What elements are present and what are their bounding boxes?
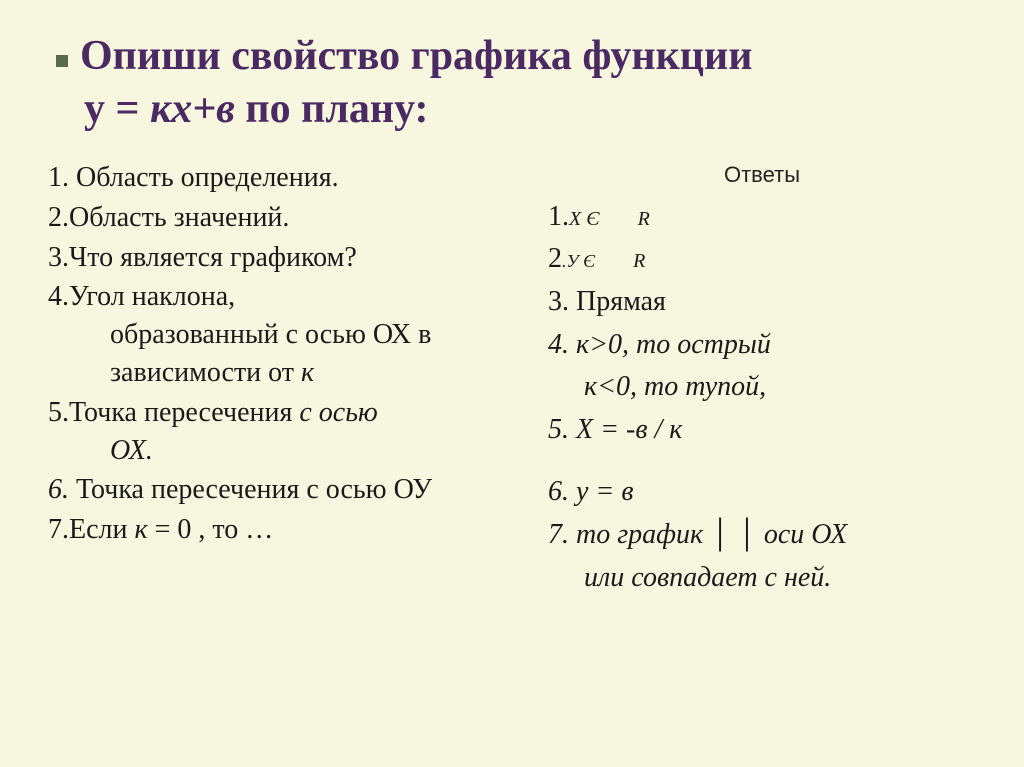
plan-item-4-line1: 4.Угол наклона, xyxy=(48,281,235,312)
plan-item-5: 5.Точка пересечения с осью ОХ. xyxy=(48,394,508,470)
answer-4b: к<0, то тупой, xyxy=(548,367,976,408)
answer-1: 1.Х ЄR xyxy=(548,197,976,238)
slide: Опиши свойство графика функции у = кх+в … xyxy=(0,0,1024,620)
answer-6: 6. у = в xyxy=(548,472,976,513)
answer-4: 4. к>0, то острый xyxy=(548,325,976,366)
plan-column: 1. Область определения. 2.Область значен… xyxy=(48,159,508,600)
title-line1: Опиши свойство графика функции xyxy=(80,33,752,79)
plan-item-4: 4.Угол наклона, образованный с осью ОХ в… xyxy=(48,278,508,391)
plan-item-3: 3.Что является графиком? xyxy=(48,239,508,277)
answer-2: 2.У ЄR xyxy=(548,239,976,280)
spacer xyxy=(548,452,976,472)
content-columns: 1. Область определения. 2.Область значен… xyxy=(48,159,976,600)
plan-item-5-line2: ОХ. xyxy=(76,432,508,470)
title-line2-prefix: у = xyxy=(84,86,150,132)
plan-item-1: 1. Область определения. xyxy=(48,159,508,197)
title-bullet-icon xyxy=(56,55,68,67)
title-line2-suffix: по плану: xyxy=(235,86,429,132)
answers-header: Ответы xyxy=(548,159,976,191)
plan-item-4-line3: зависимости от к xyxy=(76,354,508,392)
answer-5: 5. Х = -в / к xyxy=(548,410,976,451)
answers-column: Ответы 1.Х ЄR 2.У ЄR 3. Прямая 4. к>0, т… xyxy=(548,159,976,600)
answer-7: 7. то график │ │ оси ОХ xyxy=(548,515,976,556)
answer-3: 3. Прямая xyxy=(548,282,976,323)
answer-7b: или совпадает с ней. xyxy=(548,558,976,599)
plan-item-6: 6. Точка пересечения с осью ОУ xyxy=(48,471,508,509)
plan-item-7: 7.Если к = 0 , то … xyxy=(48,511,508,549)
slide-title: Опиши свойство графика функции у = кх+в … xyxy=(48,30,976,135)
plan-item-4-line2: образованный с осью ОХ в xyxy=(76,316,508,354)
plan-item-2: 2.Область значений. xyxy=(48,199,508,237)
title-formula: кх+в xyxy=(150,86,235,132)
